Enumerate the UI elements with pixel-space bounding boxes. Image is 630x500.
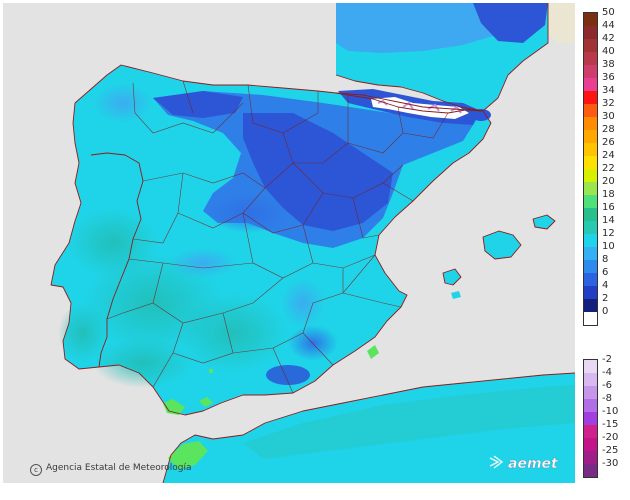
- legend-label: -8: [602, 393, 612, 404]
- legend-label: 24: [602, 150, 615, 161]
- island-mallorca: [483, 231, 521, 259]
- legend-swatch: [584, 26, 597, 39]
- province-lines-north: [132, 80, 449, 164]
- legend-label: 30: [602, 111, 615, 122]
- legend-swatch: [584, 425, 597, 438]
- legend-swatch: [584, 182, 597, 195]
- legend-swatch: [584, 78, 597, 91]
- border-mallorca: [482, 230, 522, 260]
- legend-swatch: [584, 260, 597, 273]
- legend-swatch: [584, 399, 597, 412]
- legend-swatch: [584, 312, 597, 325]
- legend-swatch: [584, 286, 597, 299]
- legend-swatch: [584, 299, 597, 312]
- province-lines-east: [312, 182, 414, 293]
- legend-swatch: [584, 195, 597, 208]
- legend-label: 10: [602, 241, 615, 252]
- legend-label: 12: [602, 228, 615, 239]
- france-east-land: [548, 3, 575, 43]
- cold-zone-edge: [153, 91, 243, 118]
- legend-label: -30: [602, 458, 619, 469]
- border-menorca: [532, 214, 556, 230]
- legend-label: 16: [602, 202, 615, 213]
- legend-swatch: [584, 438, 597, 451]
- legend-label: -6: [602, 380, 612, 391]
- legend-label: 20: [602, 176, 615, 187]
- pyrenees-snow: [371, 97, 469, 119]
- legend-swatch: [584, 451, 597, 464]
- france-northeast: [473, 3, 548, 43]
- africa-coast-teal: [243, 385, 575, 459]
- province-lines-center: [132, 162, 404, 279]
- legend-swatch: [584, 386, 597, 399]
- legend-swatch: [584, 13, 597, 26]
- legend-label: 26: [602, 137, 615, 148]
- legend-swatch: [584, 91, 597, 104]
- legend-label: -20: [602, 432, 619, 443]
- green-coast-west: [199, 397, 213, 407]
- legend-label: 32: [602, 98, 615, 109]
- island-menorca: [533, 215, 555, 229]
- pyrenees-snow-specks: [377, 99, 462, 114]
- legend-swatch: [584, 234, 597, 247]
- legend-swatch: [584, 104, 597, 117]
- copyright-icon: c: [30, 464, 42, 476]
- legend-swatch: [584, 65, 597, 78]
- legend-label: 38: [602, 59, 615, 70]
- legend-label: 42: [602, 33, 615, 44]
- legend-swatch: [584, 221, 597, 234]
- credit-text: Agencia Estatal de Meteorología: [46, 463, 192, 473]
- temperature-map: [3, 3, 575, 483]
- legend-label: 4: [602, 280, 609, 291]
- coastline-iberia: [50, 64, 492, 416]
- legend-label: 40: [602, 46, 615, 57]
- legend-label: -10: [602, 406, 619, 417]
- legend-label: -2: [602, 354, 612, 365]
- legend-swatch: [584, 208, 597, 221]
- legend-positive-block: [583, 12, 598, 326]
- legend-swatch: [584, 39, 597, 52]
- legend-label: 18: [602, 189, 615, 200]
- aemet-logo: aemet: [488, 452, 568, 474]
- legend-swatch: [584, 130, 597, 143]
- border-france-spain: [335, 92, 482, 112]
- legend-label: 14: [602, 215, 615, 226]
- legend-label: 28: [602, 124, 615, 135]
- legend-label: 22: [602, 163, 615, 174]
- legend-label: 36: [602, 72, 615, 83]
- province-lines-south: [106, 254, 402, 394]
- legend-swatch: [584, 143, 597, 156]
- coast-africa: [162, 372, 575, 483]
- legend-label: 44: [602, 20, 615, 31]
- legend-label: 34: [602, 85, 615, 96]
- legend-label: 2: [602, 293, 609, 304]
- legend-swatch: [584, 247, 597, 260]
- legend-label: 0: [602, 306, 609, 317]
- legend-label: -4: [602, 367, 612, 378]
- logo-text: aemet: [508, 456, 559, 472]
- border-ibiza: [442, 268, 462, 286]
- green-coast-east: [367, 345, 379, 359]
- legend-swatch: [584, 52, 597, 65]
- legend-swatch: [584, 360, 597, 373]
- legend-label: 50: [602, 7, 615, 18]
- legend-swatch: [584, 464, 597, 477]
- legend-swatch: [584, 156, 597, 169]
- legend-label: 6: [602, 267, 609, 278]
- legend-label: 8: [602, 254, 609, 265]
- green-spot-inland: [209, 369, 213, 373]
- morocco-green: [168, 441, 208, 469]
- legend-swatch: [584, 169, 597, 182]
- legend-negative-block: [583, 359, 598, 478]
- legend-swatch: [584, 412, 597, 425]
- border-france-inner: [335, 3, 549, 112]
- island-formentera: [451, 291, 461, 299]
- legend-label: -25: [602, 445, 619, 456]
- legend-swatch: [584, 373, 597, 386]
- legend-label: -15: [602, 419, 619, 430]
- color-scale-legend: 50 44 42 40 38 36 34 32 30 28 26 24 22 20 18 16 14 12 10 8 6…: [583, 7, 629, 488]
- credit-line: c Agencia Estatal de Meteorología: [30, 463, 192, 476]
- legend-swatch: [584, 273, 597, 286]
- legend-swatch: [584, 117, 597, 130]
